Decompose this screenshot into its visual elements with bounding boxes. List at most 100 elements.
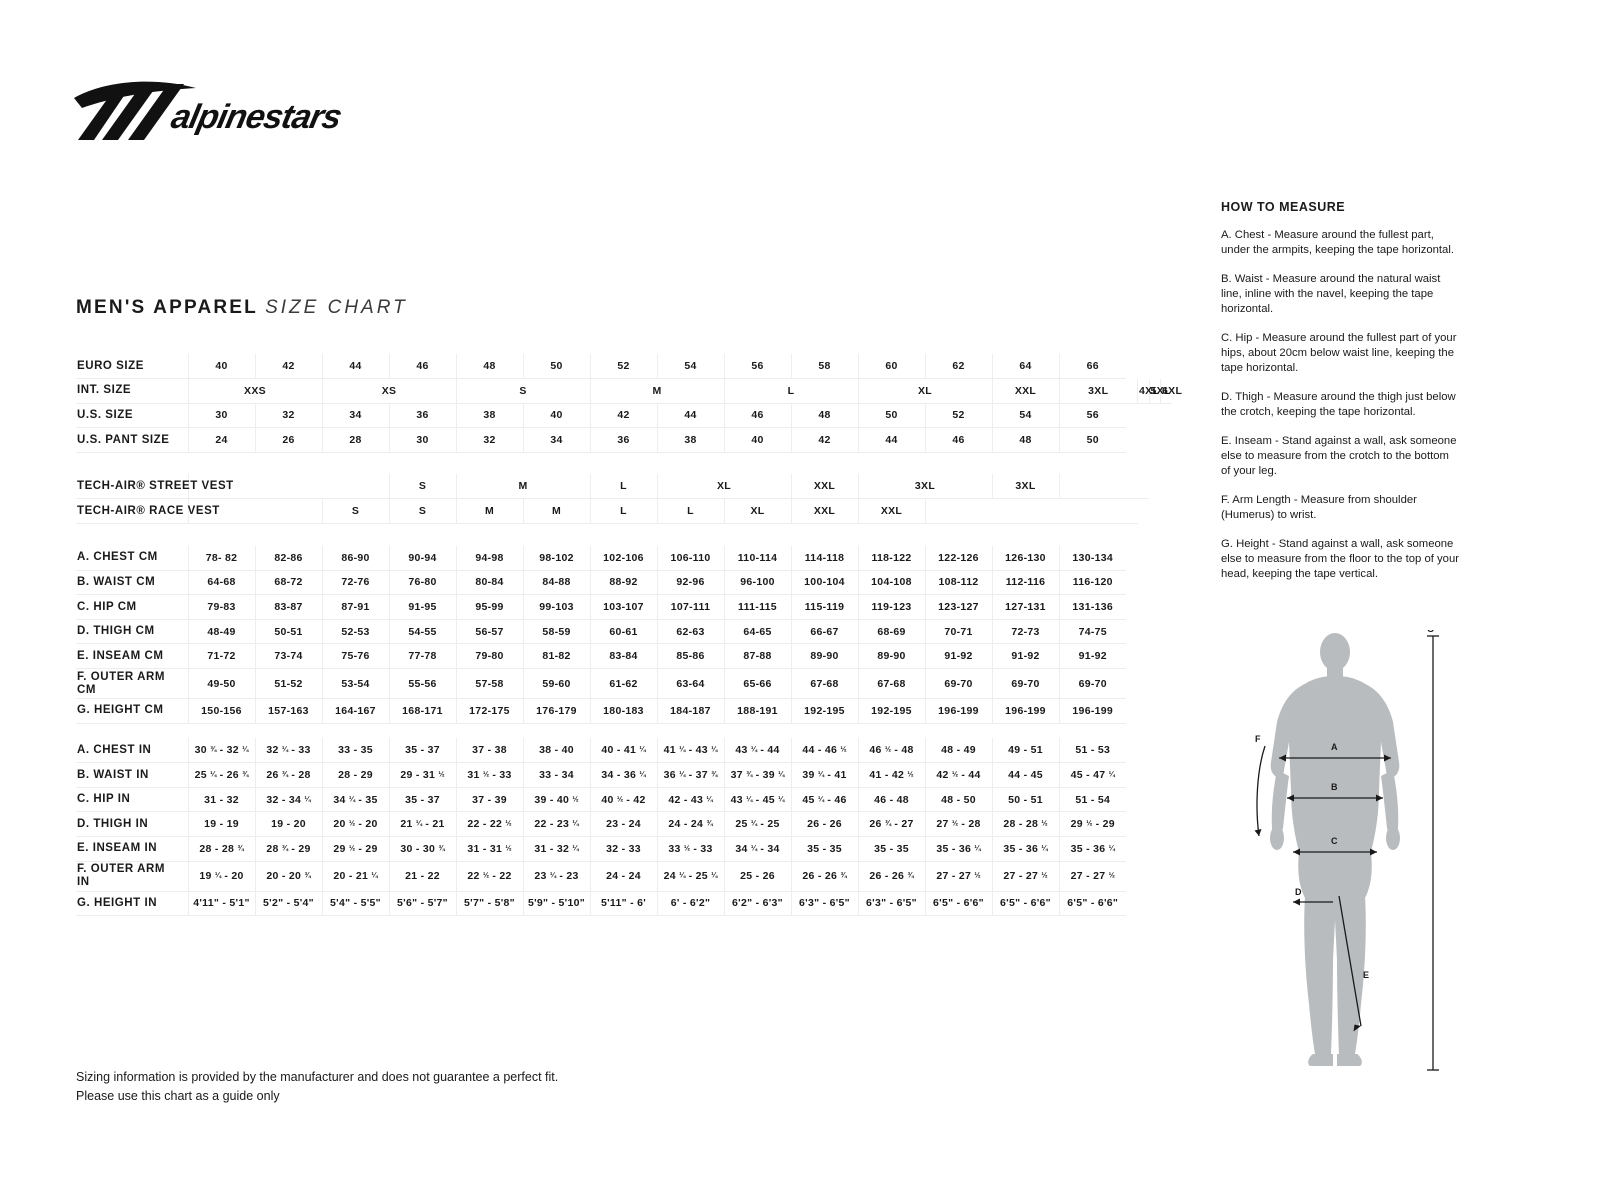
cell-e-inseam-cm-col14: 91-92 xyxy=(1058,643,1126,670)
cell-tech-air-race-vest-m: M xyxy=(455,498,523,525)
cell-d-thigh-in-col10: 26 - 26 xyxy=(790,811,858,837)
cell-int-size-3xl: 3XL xyxy=(1058,378,1138,404)
table-row-g-height-cm: G. HEIGHT CM 150-156 157-163 164-167 168-171… xyxy=(76,698,1172,724)
cell-b-waist-in-col13: 44 - 45 xyxy=(991,762,1059,788)
cell-u-s-pant-size-col5: 32 xyxy=(455,427,523,453)
cell-c-hip-cm-col7: 103-107 xyxy=(589,594,657,620)
cell-g-height-in-col8: 6' - 6'2" xyxy=(656,891,724,917)
cell-e-inseam-in-col13: 35 - 36 ¼ xyxy=(991,836,1059,862)
figure-label-d: D xyxy=(1295,887,1302,897)
cell-euro-size-col14: 66 xyxy=(1058,354,1126,380)
cell-f-outer-arm-cm-col2: 51-52 xyxy=(254,668,322,700)
cell-a-chest-cm-col3: 86-90 xyxy=(321,545,389,571)
cell-tech-air-street-vest-3xl: 3XL xyxy=(857,474,992,500)
cell-f-outer-arm-cm-col6: 59-60 xyxy=(522,668,590,700)
cell-u-s-pant-size-col6: 34 xyxy=(522,427,590,453)
cell-f-outer-arm-cm-col4: 55-56 xyxy=(388,668,456,700)
cell-tech-air-race-vest-l: L xyxy=(589,498,657,525)
cell-c-hip-in-col11: 46 - 48 xyxy=(857,787,925,813)
figure-label-b: B xyxy=(1331,782,1338,792)
cell-c-hip-in-col8: 42 - 43 ¼ xyxy=(656,787,724,813)
cell-euro-size-col8: 54 xyxy=(656,354,724,380)
cell-c-hip-cm-col2: 83-87 xyxy=(254,594,322,620)
cell-c-hip-in-col5: 37 - 39 xyxy=(455,787,523,813)
cell-euro-size-col4: 46 xyxy=(388,354,456,380)
cell-c-hip-cm-col13: 127-131 xyxy=(991,594,1059,620)
svg-text:alpinestars: alpinestars xyxy=(168,98,344,136)
size-chart-table: EURO SIZE 40 42 44 46 48 50 52 54 56 58 60 62 64 66 INT… xyxy=(76,354,1182,917)
cell-f-outer-arm-cm-col7: 61-62 xyxy=(589,668,657,700)
cell-a-chest-cm-col9: 110-114 xyxy=(723,545,791,571)
cell-c-hip-in-col2: 32 - 34 ¼ xyxy=(254,787,322,813)
how-to-item-arm: F. Arm Length - Measure from shoulder (H… xyxy=(1221,494,1417,522)
cell-c-hip-cm-col9: 111-115 xyxy=(723,594,791,620)
row-label-u-s-pant-size: U.S. PANT SIZE xyxy=(76,427,188,453)
cell-f-outer-arm-in-col11: 26 - 26 ¾ xyxy=(857,861,925,892)
table-row-u-s-pant-size: U.S. PANT SIZE 24 26 28 30 32 34 36 38 40 42 44 46 48… xyxy=(76,427,1172,453)
table-row-b-waist-cm: B. WAIST CM 64-68 68-72 72-76 76-80 80-84 84-8… xyxy=(76,570,1172,596)
cell-int-size-s: S xyxy=(455,378,590,404)
table-row-f-outer-arm-in: F. OUTER ARM IN 19 ¼ - 20 20 - 20 ¾ 20 - 21 … xyxy=(76,861,1172,892)
cell-e-inseam-in-col4: 30 - 30 ¾ xyxy=(388,836,456,862)
cell-b-waist-cm-col4: 76-80 xyxy=(388,570,456,596)
cell-euro-size-col10: 58 xyxy=(790,354,858,380)
cell-d-thigh-in-col1: 19 - 19 xyxy=(187,811,255,837)
cell-b-waist-cm-col13: 112-116 xyxy=(991,570,1059,596)
row-label-a-chest-in: A. CHEST IN xyxy=(76,738,188,764)
cell-a-chest-cm-col12: 122-126 xyxy=(924,545,992,571)
how-to-item-chest: A. Chest - Measure around the fullest pa… xyxy=(1221,229,1454,257)
cell-u-s-pant-size-col1: 24 xyxy=(187,427,255,453)
cell-c-hip-cm-col8: 107-111 xyxy=(656,594,724,620)
cell-e-inseam-cm-col12: 91-92 xyxy=(924,643,992,670)
cell-u-s-size-col13: 54 xyxy=(991,403,1059,429)
table-row-d-thigh-cm: D. THIGH CM 48-49 50-51 52-53 54-55 56-57 58-5… xyxy=(76,619,1172,645)
cell-a-chest-in-col8: 41 ¼ - 43 ¼ xyxy=(656,738,724,764)
table-row-c-hip-cm: C. HIP CM 79-83 83-87 87-91 91-95 95-99 99-103… xyxy=(76,594,1172,620)
cell-tech-air-street-vest-xl: XL xyxy=(656,474,791,500)
cell-f-outer-arm-cm-col9: 65-66 xyxy=(723,668,791,700)
cell-b-waist-cm-col7: 88-92 xyxy=(589,570,657,596)
cell-u-s-pant-size-col12: 46 xyxy=(924,427,992,453)
cell-euro-size-col1: 40 xyxy=(187,354,255,380)
cell-c-hip-cm-col3: 87-91 xyxy=(321,594,389,620)
table-row-e-inseam-cm: E. INSEAM CM 71-72 73-74 75-76 77-78 79-80 81-… xyxy=(76,643,1172,670)
figure-label-c: C xyxy=(1331,836,1338,846)
cell-int-size-6xl: 6XL xyxy=(1160,378,1182,404)
cell-b-waist-cm-col14: 116-120 xyxy=(1058,570,1126,596)
cell-g-height-cm-col1: 150-156 xyxy=(187,698,255,724)
cell-g-height-in-col10: 6'3" - 6'5" xyxy=(790,891,858,917)
brand-logo: alpinestars xyxy=(72,78,372,148)
cell-b-waist-in-col10: 39 ¼ - 41 xyxy=(790,762,858,788)
cell-u-s-pant-size-col7: 36 xyxy=(589,427,657,453)
cell-a-chest-cm-col10: 114-118 xyxy=(790,545,858,571)
cell-b-waist-cm-col1: 64-68 xyxy=(187,570,255,596)
cell-b-waist-in-col9: 37 ¾ - 39 ¼ xyxy=(723,762,791,788)
table-row-f-outer-arm-cm: F. OUTER ARM CM 49-50 51-52 53-54 55-56 57-58 5… xyxy=(76,668,1172,700)
cell-a-chest-cm-col2: 82-86 xyxy=(254,545,322,571)
cell-u-s-pant-size-col4: 30 xyxy=(388,427,456,453)
cell-g-height-cm-col2: 157-163 xyxy=(254,698,322,724)
cell-d-thigh-in-col6: 22 - 23 ¼ xyxy=(522,811,590,837)
table-row-c-hip-in: C. HIP IN 31 - 32 32 - 34 ¼ 34 ¼ - 35 35 - 3… xyxy=(76,787,1172,813)
cell-a-chest-in-col9: 43 ¼ - 44 xyxy=(723,738,791,764)
cell-e-inseam-in-col10: 35 - 35 xyxy=(790,836,858,862)
cell-int-size-5xl: 5XL xyxy=(1148,378,1170,404)
cell-f-outer-arm-cm-col13: 69-70 xyxy=(991,668,1059,700)
cell-g-height-cm-col7: 180-183 xyxy=(589,698,657,724)
table-row-tech-air-street-vest: TECH-AIR® STREET VEST S M L XL XXL 3XL 3XL xyxy=(76,474,1172,500)
cell-e-inseam-in-col14: 35 - 36 ¼ xyxy=(1058,836,1126,862)
cell-euro-size-col2: 42 xyxy=(254,354,322,380)
cell-a-chest-in-col3: 33 - 35 xyxy=(321,738,389,764)
table-row-b-waist-in: B. WAIST IN 25 ¼ - 26 ¾ 26 ¾ - 28 28 - 29 29… xyxy=(76,762,1172,788)
table-spacer-row xyxy=(76,452,1172,474)
cell-c-hip-in-col10: 45 ¼ - 46 xyxy=(790,787,858,813)
cell-a-chest-cm-col13: 126-130 xyxy=(991,545,1059,571)
cell-f-outer-arm-cm-col1: 49-50 xyxy=(187,668,255,700)
cell-c-hip-in-col4: 35 - 37 xyxy=(388,787,456,813)
cell-b-waist-cm-col9: 96-100 xyxy=(723,570,791,596)
cell-tech-air-race-vest-blank xyxy=(924,498,1138,525)
cell-tech-air-race-vest-xxl: XXL xyxy=(790,498,858,525)
cell-g-height-cm-col13: 196-199 xyxy=(991,698,1059,724)
cell-f-outer-arm-in-col3: 20 - 21 ¼ xyxy=(321,861,389,892)
figure-label-g: G xyxy=(1427,630,1434,634)
